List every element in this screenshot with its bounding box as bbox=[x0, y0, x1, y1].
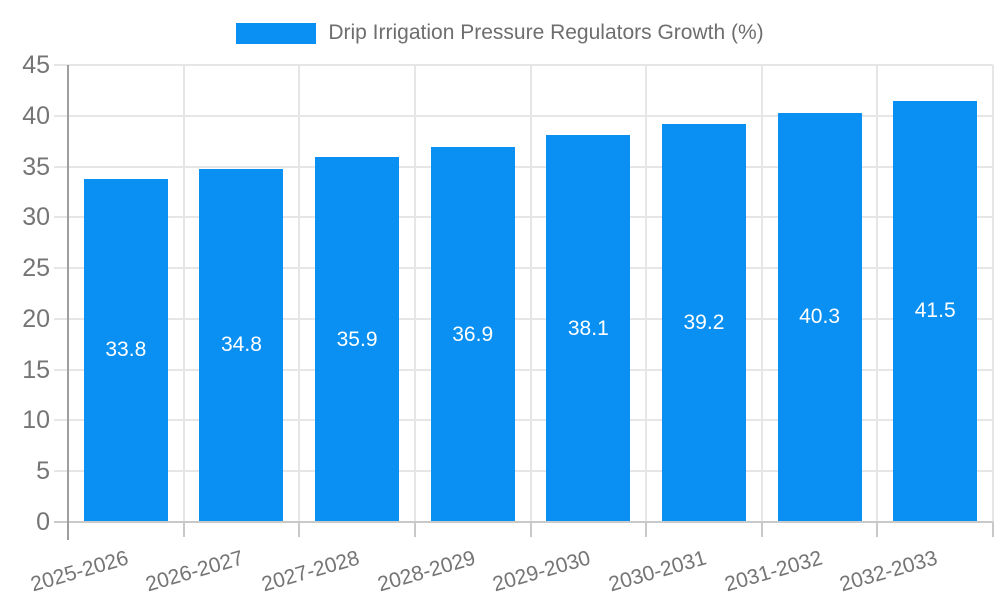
gridline bbox=[645, 65, 648, 522]
bar[interactable] bbox=[546, 135, 631, 522]
bar-value-label: 36.9 bbox=[452, 322, 494, 346]
x-axis-tick bbox=[876, 522, 879, 537]
y-axis-tick-label: 35 bbox=[22, 152, 50, 181]
legend-swatch-icon bbox=[236, 22, 317, 44]
gridline bbox=[54, 267, 993, 270]
y-axis-tick-label: 30 bbox=[22, 203, 50, 232]
bar-value-label: 38.1 bbox=[567, 316, 609, 340]
bar-value-label: 35.9 bbox=[336, 327, 378, 351]
gridline bbox=[54, 419, 993, 422]
legend: Drip Irrigation Pressure Regulators Grow… bbox=[0, 12, 1000, 54]
gridline bbox=[54, 368, 993, 371]
y-axis-tick-label: 5 bbox=[36, 457, 50, 486]
y-axis-tick-label: 15 bbox=[22, 355, 50, 384]
x-axis-tick bbox=[182, 522, 185, 537]
bar[interactable] bbox=[315, 157, 400, 522]
y-axis-tick-label: 0 bbox=[36, 508, 50, 536]
gridline bbox=[54, 470, 993, 473]
bar[interactable] bbox=[430, 147, 515, 522]
bar-value-label: 41.5 bbox=[914, 299, 956, 323]
gridline bbox=[54, 165, 993, 168]
y-axis-tick-label: 40 bbox=[22, 101, 50, 130]
gridline bbox=[54, 114, 993, 117]
gridline bbox=[876, 65, 879, 522]
y-axis-line bbox=[67, 65, 69, 540]
y-axis-tick-label: 25 bbox=[22, 254, 50, 283]
bar[interactable] bbox=[777, 112, 862, 522]
bar[interactable] bbox=[83, 178, 168, 522]
x-axis-tick bbox=[645, 522, 648, 537]
gridline bbox=[54, 216, 993, 219]
legend-item[interactable]: Drip Irrigation Pressure Regulators Grow… bbox=[236, 21, 764, 45]
bar-value-label: 40.3 bbox=[799, 305, 840, 329]
bar[interactable] bbox=[199, 168, 284, 522]
bar-value-label: 34.8 bbox=[221, 333, 262, 357]
y-axis-tick-label: 10 bbox=[22, 406, 50, 435]
gridline bbox=[760, 65, 763, 522]
x-axis-tick bbox=[413, 522, 416, 537]
x-axis-tick bbox=[298, 522, 301, 537]
x-axis-tick bbox=[529, 522, 532, 537]
x-axis-tick bbox=[760, 522, 763, 537]
gridline bbox=[529, 65, 532, 522]
gridline bbox=[992, 65, 994, 522]
y-axis-tick-label: 45 bbox=[22, 51, 50, 79]
bar-value-label: 33.8 bbox=[105, 338, 147, 362]
x-axis-baseline bbox=[54, 521, 993, 523]
gridline bbox=[413, 65, 416, 522]
gridline bbox=[54, 317, 993, 320]
bar-value-label: 39.2 bbox=[683, 310, 725, 334]
x-axis-tick bbox=[992, 522, 994, 537]
gridline bbox=[182, 65, 185, 522]
gridline bbox=[54, 64, 993, 66]
gridline bbox=[298, 65, 301, 522]
bar[interactable] bbox=[893, 100, 978, 522]
y-axis-tick-label: 20 bbox=[22, 304, 50, 333]
legend-label: Drip Irrigation Pressure Regulators Grow… bbox=[328, 21, 764, 44]
bar[interactable] bbox=[661, 123, 746, 522]
